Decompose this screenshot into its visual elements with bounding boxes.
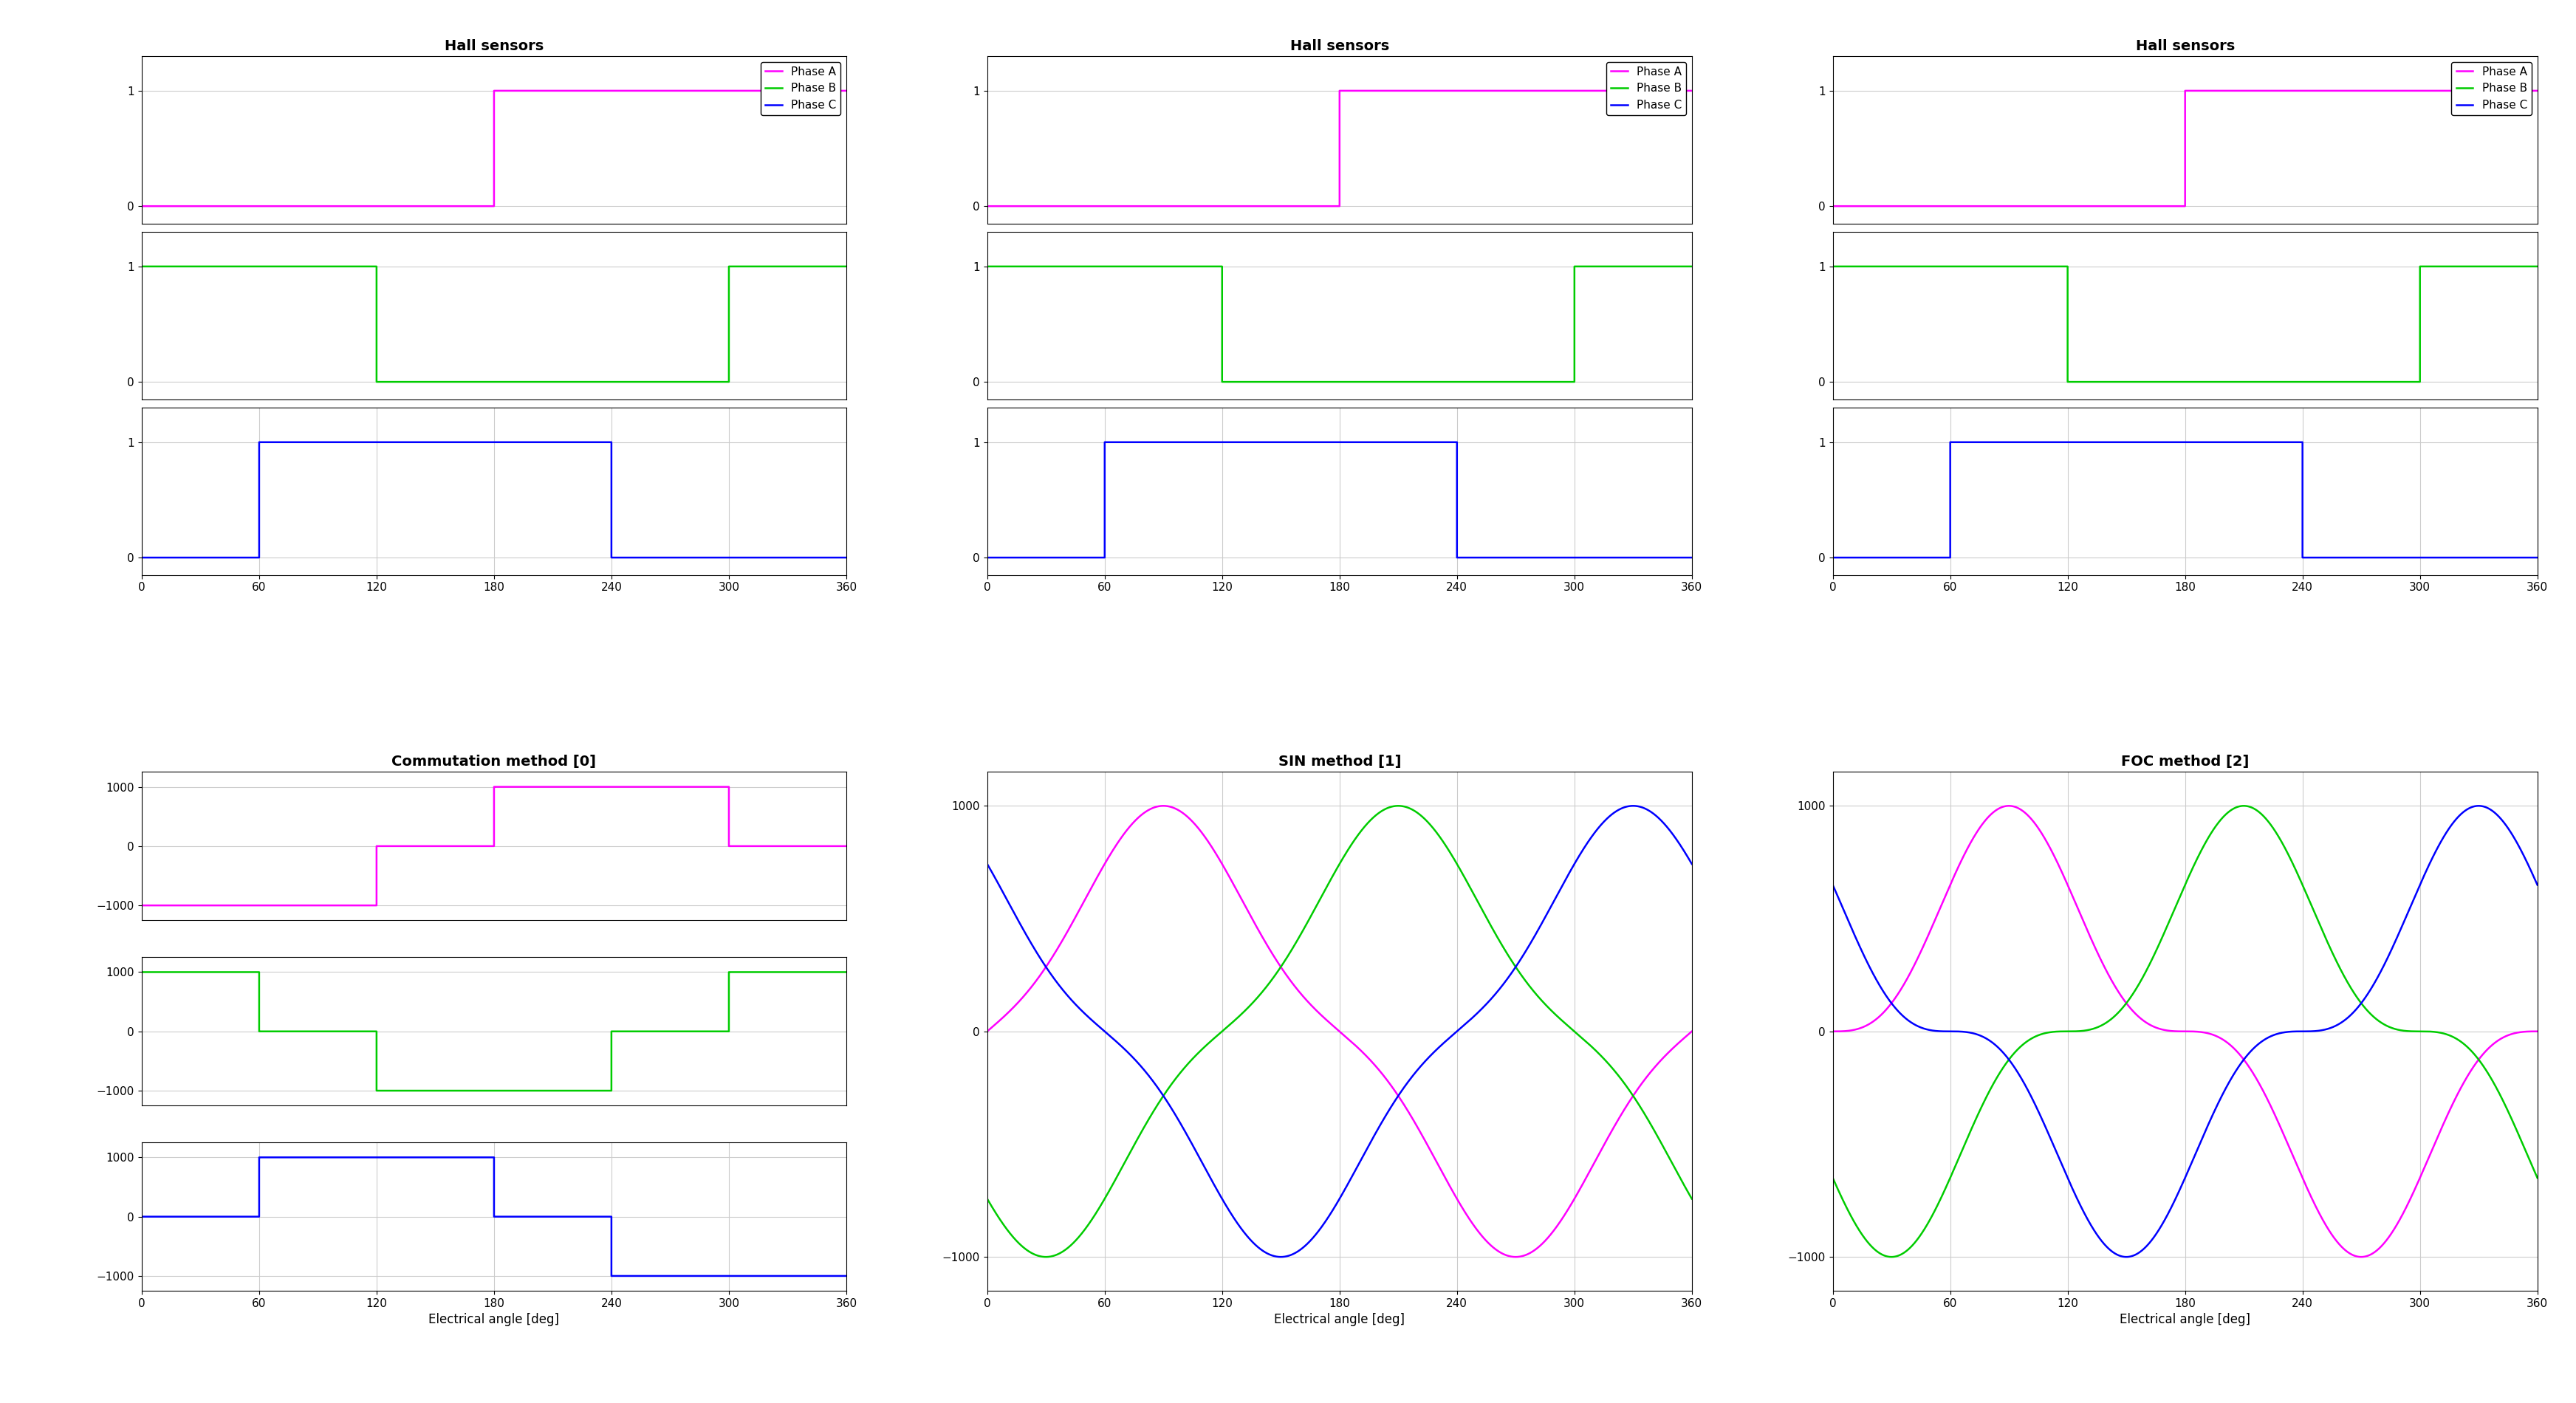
Legend: Phase A, Phase B, Phase C: Phase A, Phase B, Phase C <box>1605 62 1687 115</box>
Title: Commutation method [0]: Commutation method [0] <box>392 755 595 769</box>
Title: FOC method [2]: FOC method [2] <box>2120 755 2249 769</box>
Title: SIN method [1]: SIN method [1] <box>1278 755 1401 769</box>
Legend: Phase A, Phase B, Phase C: Phase A, Phase B, Phase C <box>760 62 840 115</box>
Legend: Phase A, Phase B, Phase C: Phase A, Phase B, Phase C <box>2452 62 2532 115</box>
Title: Hall sensors: Hall sensors <box>1291 39 1388 53</box>
X-axis label: Electrical angle [deg]: Electrical angle [deg] <box>2120 1313 2251 1326</box>
X-axis label: Electrical angle [deg]: Electrical angle [deg] <box>428 1313 559 1326</box>
X-axis label: Electrical angle [deg]: Electrical angle [deg] <box>1275 1313 1404 1326</box>
Title: Hall sensors: Hall sensors <box>2136 39 2233 53</box>
Title: Hall sensors: Hall sensors <box>446 39 544 53</box>
